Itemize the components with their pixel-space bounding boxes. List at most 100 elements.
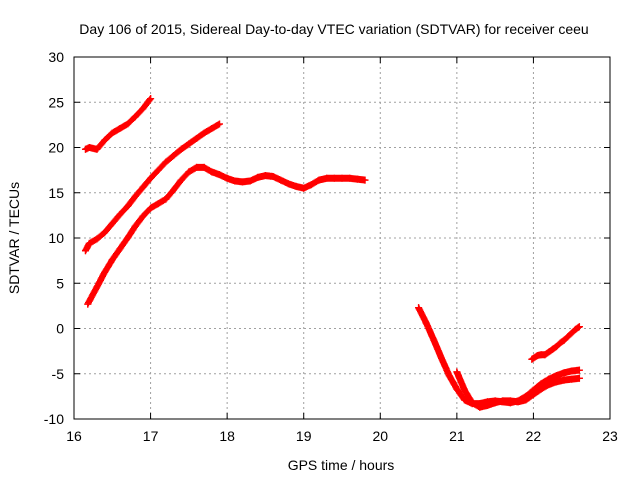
data-point <box>131 192 139 200</box>
data-point <box>254 173 262 181</box>
data-point <box>215 120 223 128</box>
data-point <box>131 222 139 230</box>
series-track-6 <box>528 323 583 363</box>
data-point <box>124 234 132 242</box>
data-point <box>292 182 300 190</box>
data-point <box>422 319 430 327</box>
data-point <box>528 355 536 363</box>
x-tick-label: 20 <box>372 428 388 444</box>
chart-title: Day 106 of 2015, Sidereal Day-to-day VTE… <box>79 21 588 37</box>
data-point <box>552 343 560 351</box>
data-point <box>131 113 139 121</box>
data-point <box>568 375 576 383</box>
data-point <box>116 210 124 218</box>
data-point <box>101 229 109 237</box>
data-point <box>568 329 576 337</box>
data-point <box>154 166 162 174</box>
y-tick-label: 10 <box>48 230 64 246</box>
x-axis-title: GPS time / hours <box>288 457 395 473</box>
data-point <box>361 176 369 184</box>
data-point <box>81 145 89 153</box>
data-point <box>560 376 568 384</box>
data-point <box>545 381 553 389</box>
data-point <box>572 325 580 333</box>
x-tick-label: 21 <box>449 428 465 444</box>
data-point <box>522 396 530 404</box>
y-tick-label: 0 <box>56 321 64 337</box>
data-point <box>315 176 323 184</box>
data-point <box>476 403 484 411</box>
data-point <box>85 144 93 151</box>
data-point <box>323 174 331 182</box>
data-point <box>564 333 572 341</box>
data-point <box>108 220 116 228</box>
data-point <box>154 200 162 208</box>
data-point <box>338 174 346 182</box>
x-tick-label: 23 <box>602 428 618 444</box>
x-tick-labels: 16 17 18 19 20 21 22 23 <box>66 428 618 444</box>
data-point <box>177 145 185 153</box>
y-tick-label: -5 <box>52 366 65 382</box>
data-point <box>353 175 361 183</box>
data-point <box>284 180 292 188</box>
data-point <box>116 245 124 253</box>
data-point <box>124 120 132 128</box>
data-point <box>461 386 469 394</box>
data-point <box>185 168 193 176</box>
y-tick-labels: -10 -5 0 5 10 15 20 25 30 <box>44 49 64 427</box>
data-point <box>300 184 308 192</box>
data-point <box>170 152 178 160</box>
y-tick-label: 15 <box>48 185 64 201</box>
data-point <box>552 372 560 380</box>
data-point <box>575 374 583 382</box>
data-point <box>261 172 269 180</box>
y-tick-label: 30 <box>48 49 64 65</box>
data-point <box>223 174 231 182</box>
data-point <box>193 134 201 142</box>
y-tick-label: 20 <box>48 140 64 156</box>
data-point <box>529 391 537 399</box>
data-point <box>101 268 109 276</box>
data-point <box>445 372 453 380</box>
data-point <box>193 163 201 171</box>
data-point <box>84 300 92 308</box>
data-point <box>93 283 101 291</box>
data-point <box>101 136 109 144</box>
data-point <box>556 339 564 347</box>
data-point <box>453 385 461 393</box>
data-point <box>575 323 583 331</box>
data-point <box>139 212 147 220</box>
data-point <box>491 399 499 407</box>
series-track-5 <box>453 368 583 411</box>
data-point <box>108 256 116 264</box>
data-point <box>162 195 170 203</box>
data-point <box>177 176 185 184</box>
data-point <box>453 368 461 376</box>
data-point <box>468 399 476 407</box>
x-tick-label: 22 <box>526 428 542 444</box>
y-tick-label: 5 <box>56 275 64 291</box>
data-point <box>147 204 155 212</box>
data-point <box>568 367 576 375</box>
plot-frame <box>73 56 611 420</box>
data-point <box>246 177 254 185</box>
data-point <box>116 124 124 132</box>
data-point <box>552 378 560 386</box>
data-point <box>124 202 132 210</box>
data-point <box>430 336 438 344</box>
y-tick-label: -10 <box>44 411 64 427</box>
data-point <box>483 401 491 409</box>
data-point <box>185 140 193 148</box>
data-point <box>560 336 568 344</box>
data-point <box>307 181 315 189</box>
data-point <box>147 174 155 182</box>
data-point <box>549 345 557 353</box>
data-point <box>208 124 216 132</box>
data-point <box>139 183 147 191</box>
series-track-3 <box>84 163 369 308</box>
data-point <box>438 354 446 362</box>
data-point <box>93 235 101 243</box>
data-point <box>139 105 147 113</box>
